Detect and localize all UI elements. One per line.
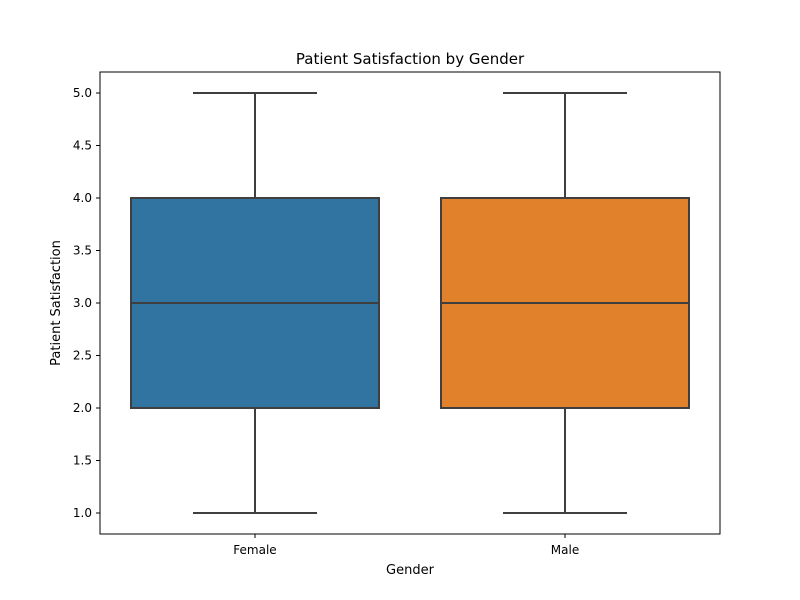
y-tick-label: 4.0	[73, 191, 92, 205]
box-male	[440, 92, 690, 514]
y-axis-label: Patient Satisfaction	[49, 240, 64, 366]
y-tick-label: 5.0	[73, 86, 92, 100]
y-tick-label: 2.0	[73, 401, 92, 415]
y-tick-label: 3.0	[73, 296, 92, 310]
chart-title: Patient Satisfaction by Gender	[296, 50, 525, 68]
y-tick-label: 2.5	[73, 349, 92, 363]
x-axis: Female Male	[233, 534, 579, 557]
y-tick-label: 3.5	[73, 244, 92, 258]
y-tick-label: 1.0	[73, 506, 92, 520]
x-tick-label-male: Male	[551, 543, 579, 557]
boxes-group	[130, 92, 690, 514]
x-tick-label-female: Female	[233, 543, 276, 557]
x-axis-label: Gender	[386, 563, 435, 578]
box-female	[130, 92, 380, 514]
y-tick-label: 1.5	[73, 454, 92, 468]
y-tick-label: 4.5	[73, 139, 92, 153]
y-axis: 1.0 1.5 2.0 2.5 3.0 3.5 4.0 4.5 5.0	[73, 86, 100, 520]
